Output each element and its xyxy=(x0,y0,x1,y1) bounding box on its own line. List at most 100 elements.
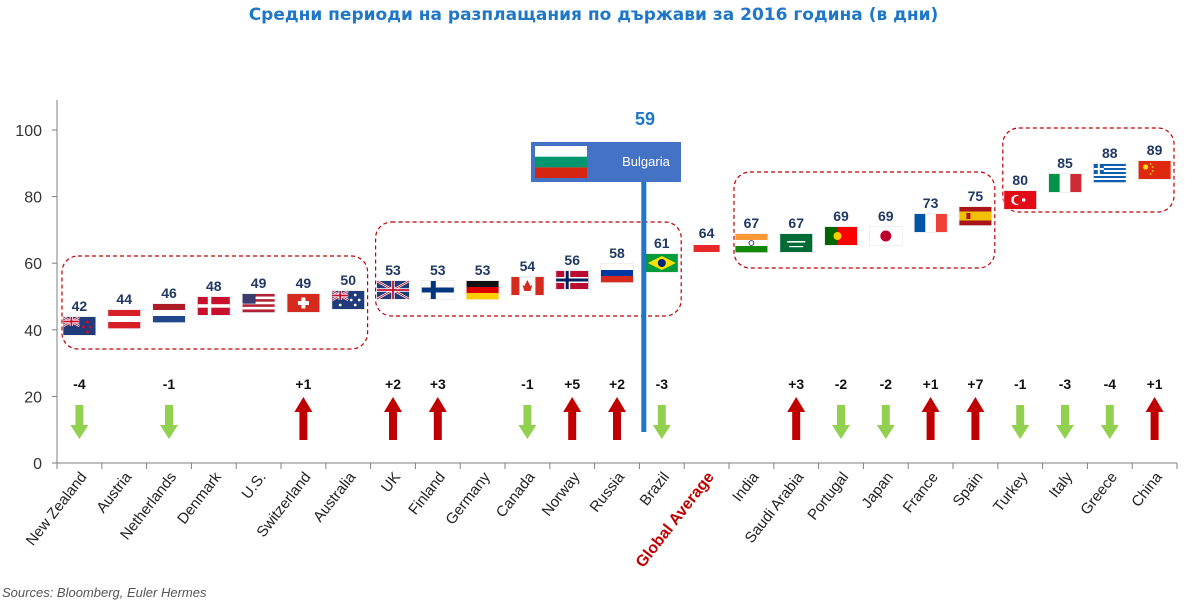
change-label: -4 xyxy=(1104,376,1117,392)
up-arrow xyxy=(563,397,582,440)
category-label: Australia xyxy=(310,468,360,525)
change-label: +2 xyxy=(609,376,625,392)
value-label: 49 xyxy=(251,275,267,291)
value-label: 88 xyxy=(1102,145,1118,161)
flag-netherlands-icon xyxy=(152,303,186,323)
change-label: -3 xyxy=(1059,376,1072,392)
down-arrow xyxy=(832,405,850,439)
data-point: 53 +2 UK xyxy=(376,262,410,496)
value-label: 67 xyxy=(744,215,760,231)
data-point: 80 -1 Turkey xyxy=(990,172,1037,515)
value-label: 44 xyxy=(116,291,132,307)
data-point: 58 +2 Russia xyxy=(587,245,634,516)
value-label: 53 xyxy=(475,262,491,278)
value-label: 89 xyxy=(1147,142,1163,158)
flag-spain-icon xyxy=(958,206,993,226)
up-arrow xyxy=(608,397,626,440)
value-label: 80 xyxy=(1012,172,1028,188)
category-label: Brazil xyxy=(636,469,672,509)
flag-brazil-icon xyxy=(645,253,679,273)
category-label: France xyxy=(900,469,942,516)
value-label: 50 xyxy=(340,272,356,288)
change-label: +3 xyxy=(430,376,446,392)
value-label: 49 xyxy=(296,275,312,291)
value-label: 75 xyxy=(968,188,984,204)
category-label: Turkey xyxy=(990,469,1032,516)
data-point: 49 U.S. xyxy=(238,275,276,502)
category-label-average: Global Average xyxy=(633,469,718,571)
down-arrow xyxy=(518,405,537,439)
group-box xyxy=(733,171,996,269)
flag-france-icon xyxy=(913,213,948,233)
category-label: India xyxy=(729,468,763,505)
data-point: 69 -2 Japan xyxy=(858,208,903,512)
flag-japan-icon xyxy=(869,226,903,246)
category-label: Finland xyxy=(405,469,449,518)
up-arrow xyxy=(921,397,940,440)
change-label: -2 xyxy=(835,376,848,392)
category-label: U.S. xyxy=(238,469,269,502)
data-point: 89 +1 China xyxy=(1128,142,1172,510)
up-arrow xyxy=(294,397,313,440)
flag-russia-icon xyxy=(600,263,634,283)
value-label: 69 xyxy=(833,208,849,224)
value-label: 53 xyxy=(385,262,401,278)
flag-uk-icon xyxy=(376,279,410,301)
change-label: +7 xyxy=(967,376,983,392)
y-tick-label: 40 xyxy=(24,323,42,340)
change-label: -2 xyxy=(880,376,893,392)
change-label: +2 xyxy=(385,376,401,392)
data-point: 85 -3 Italy xyxy=(1046,155,1082,501)
value-label: 58 xyxy=(609,245,625,261)
change-label: +1 xyxy=(923,376,939,392)
flag-finland-icon xyxy=(421,280,455,300)
up-arrow xyxy=(966,397,985,440)
category-label: Germany xyxy=(442,469,494,528)
y-tick-label: 100 xyxy=(15,123,42,140)
value-label: 64 xyxy=(699,225,715,241)
highlight-label: Bulgaria xyxy=(622,154,670,169)
category-label: Austria xyxy=(93,468,136,516)
value-label: 69 xyxy=(878,208,894,224)
flag-india-icon xyxy=(734,233,769,253)
flag-greece-icon xyxy=(1093,163,1127,183)
up-arrow xyxy=(787,397,806,440)
category-label: Russia xyxy=(587,468,629,515)
value-label: 46 xyxy=(161,285,177,301)
value-label: 67 xyxy=(788,215,804,231)
flag-new-zealand-icon xyxy=(62,315,97,337)
flag-italy-icon xyxy=(1048,173,1082,193)
value-label: 56 xyxy=(564,252,580,268)
data-point: 69 -2 Portugal xyxy=(804,208,858,523)
change-label: +1 xyxy=(295,376,311,392)
category-label: Canada xyxy=(493,468,539,520)
value-label: 48 xyxy=(206,278,222,294)
data-point: 54 -1 Canada xyxy=(493,258,545,521)
change-label: -1 xyxy=(521,376,534,392)
category-label: Italy xyxy=(1046,469,1077,502)
flag-saudi-arabia-icon xyxy=(779,233,813,253)
value-label: 54 xyxy=(520,258,536,274)
flag-canada-icon xyxy=(510,276,545,296)
change-label: -1 xyxy=(163,376,176,392)
y-tick-label: 20 xyxy=(24,389,42,406)
down-arrow xyxy=(1056,405,1074,439)
y-tick-label: 0 xyxy=(33,456,42,473)
category-label: Portugal xyxy=(804,469,852,523)
group-box xyxy=(61,255,369,350)
highlight-bulgaria: Bulgaria 59 xyxy=(531,109,681,432)
flag-turkey-icon xyxy=(1003,190,1037,210)
group-box xyxy=(1002,127,1175,213)
data-point: 44 Austria xyxy=(93,291,141,516)
value-label: 53 xyxy=(430,262,446,278)
down-arrow xyxy=(70,405,89,439)
category-label: Denmark xyxy=(174,469,225,528)
chart-title: Средни периоди на разплащания по държави… xyxy=(248,5,939,25)
category-label: Japan xyxy=(858,469,897,512)
change-label: +3 xyxy=(788,376,804,392)
down-arrow xyxy=(1100,405,1119,439)
change-label: -1 xyxy=(1014,376,1027,392)
average-marker-icon xyxy=(693,245,720,252)
value-label: 61 xyxy=(654,235,670,251)
